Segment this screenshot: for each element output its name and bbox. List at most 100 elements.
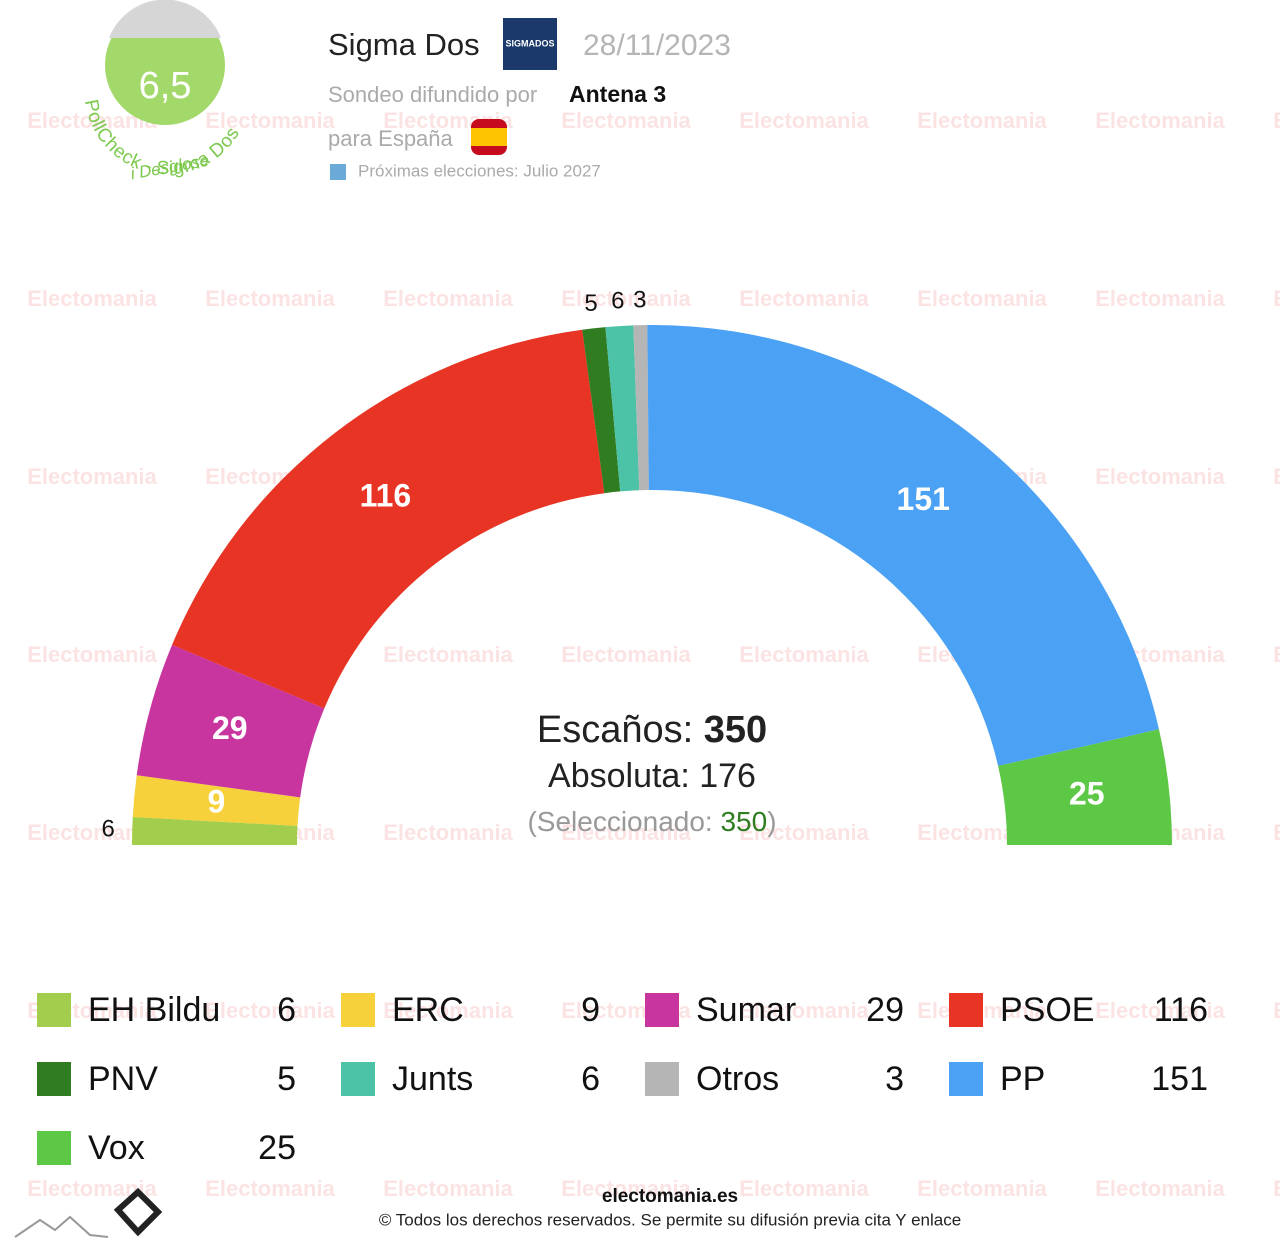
seat-label: 29	[212, 710, 248, 746]
legend-value: 5	[277, 1060, 296, 1098]
seat-label: 9	[208, 783, 226, 819]
legend-value: 116	[1154, 991, 1208, 1029]
watermark: Electomania	[383, 998, 513, 1023]
score: 6,5	[139, 65, 192, 107]
seat-label: 3	[633, 286, 646, 313]
watermark: Electomania	[739, 286, 869, 311]
watermark: Electomania	[1095, 1176, 1225, 1201]
majority: 176	[699, 757, 756, 795]
legend-name: Junts	[392, 1060, 473, 1098]
watermark: Electomania	[383, 642, 513, 667]
selected: 350	[720, 806, 767, 837]
legend-value: 151	[1151, 1060, 1208, 1098]
footer-rights: © Todos los derechos reservados. Se perm…	[379, 1210, 961, 1229]
next-elections: Próximas elecciones: Julio 2027	[358, 161, 601, 180]
footer-site[interactable]: electomania.es	[602, 1186, 738, 1207]
watermark: Electomania	[27, 286, 157, 311]
seat-label: 116	[360, 478, 412, 514]
flag	[471, 119, 507, 155]
watermark: Electomania	[739, 998, 869, 1023]
legend-value: 6	[277, 991, 296, 1029]
legend-value: 9	[581, 991, 600, 1029]
seats-line: Escaños: 350	[537, 709, 767, 751]
watermark: Electomania	[1095, 108, 1225, 133]
watermark: Electomania	[205, 286, 335, 311]
watermark: Electomania	[561, 642, 691, 667]
ballot-icon	[330, 164, 346, 180]
legend-icon	[645, 993, 679, 1027]
majority-label: Absoluta:	[548, 757, 690, 795]
legend-icon	[37, 1062, 71, 1096]
watermark: Electomania	[205, 1176, 335, 1201]
watermark: Electomania	[205, 998, 335, 1023]
seat-segment	[132, 817, 298, 845]
watermark: Electomania	[739, 1176, 869, 1201]
seat-segment	[998, 729, 1172, 845]
watermark: Electomania	[1095, 464, 1225, 489]
watermark: Electomania	[561, 1176, 691, 1201]
legend-name: Sumar	[696, 991, 796, 1029]
flag-yellow	[471, 128, 507, 146]
seat-segment	[172, 329, 605, 709]
legend-name: ERC	[392, 991, 464, 1029]
legend-value: 25	[258, 1129, 296, 1167]
seat-segment	[136, 644, 325, 798]
watermark: Electomania	[739, 108, 869, 133]
selected-line: (Seleccionado: 350)	[527, 806, 776, 837]
watermark: Electomania	[917, 1176, 1047, 1201]
watermark: Electomania	[1273, 108, 1280, 133]
watermark: Electomania	[1273, 820, 1280, 845]
watermark: Electomania	[739, 642, 869, 667]
selected-label: (Seleccionado:	[527, 806, 712, 837]
seat-label: 6	[611, 287, 624, 314]
seat-segment	[582, 327, 621, 494]
watermark: Electomania	[1273, 464, 1280, 489]
seat-label: 25	[1069, 775, 1105, 811]
date: 28/11/2023	[583, 29, 731, 62]
seat-label: 151	[897, 481, 950, 517]
pollster-logo: SIGMADOS	[505, 38, 554, 48]
watermark: Electomania	[1095, 998, 1225, 1023]
footer-graph	[14, 1215, 109, 1238]
legend-value: 29	[866, 991, 904, 1029]
seat-label: 5	[584, 290, 597, 317]
legend-icon	[949, 993, 983, 1027]
footer-logo	[113, 1187, 163, 1237]
watermark: Electomania	[917, 286, 1047, 311]
watermark: Electomania	[739, 820, 869, 845]
legend-icon	[341, 993, 375, 1027]
watermark: Electomania	[561, 286, 691, 311]
seat-segment	[633, 325, 649, 491]
seat-segment	[647, 324, 1159, 767]
watermark: Electomania	[1273, 1176, 1280, 1201]
legend-name: Vox	[88, 1129, 145, 1167]
watermark: Electomania	[1273, 998, 1280, 1023]
watermark: Electomania	[917, 108, 1047, 133]
legend: EH Bildu 6 ERC 9 Sumar 29 PSOE 116 PNV 5 Junts 6 Otr…	[37, 991, 1208, 1167]
legend-name: PNV	[88, 1060, 158, 1098]
broadcaster: Antena 3	[569, 81, 666, 107]
watermark: Electomania	[383, 820, 513, 845]
watermark: Electomania	[27, 464, 157, 489]
watermark: Electomania	[561, 820, 691, 845]
score-gauge: 6,5 PollCheck - Sigma Dos i Desglose	[80, 0, 244, 183]
watermark: Electomania	[383, 1176, 513, 1201]
broadcast-label: Sondeo difundido por	[328, 82, 537, 107]
seats-label: Escaños:	[537, 709, 693, 751]
seat-segment	[605, 325, 640, 492]
legend-value: 6	[581, 1060, 600, 1098]
seat-segment	[132, 775, 301, 826]
gauge-top	[109, 0, 221, 38]
legend-name: EH Bildu	[88, 991, 220, 1029]
seats-total: 350	[704, 709, 767, 751]
watermark: Electomania	[383, 286, 513, 311]
legend-icon	[949, 1062, 983, 1096]
region: para España	[328, 126, 454, 151]
watermark: Electomania	[1095, 286, 1225, 311]
selected-close: )	[767, 806, 776, 837]
legend-name: PSOE	[1000, 991, 1094, 1029]
legend-icon	[645, 1062, 679, 1096]
watermark: Electomania	[561, 108, 691, 133]
